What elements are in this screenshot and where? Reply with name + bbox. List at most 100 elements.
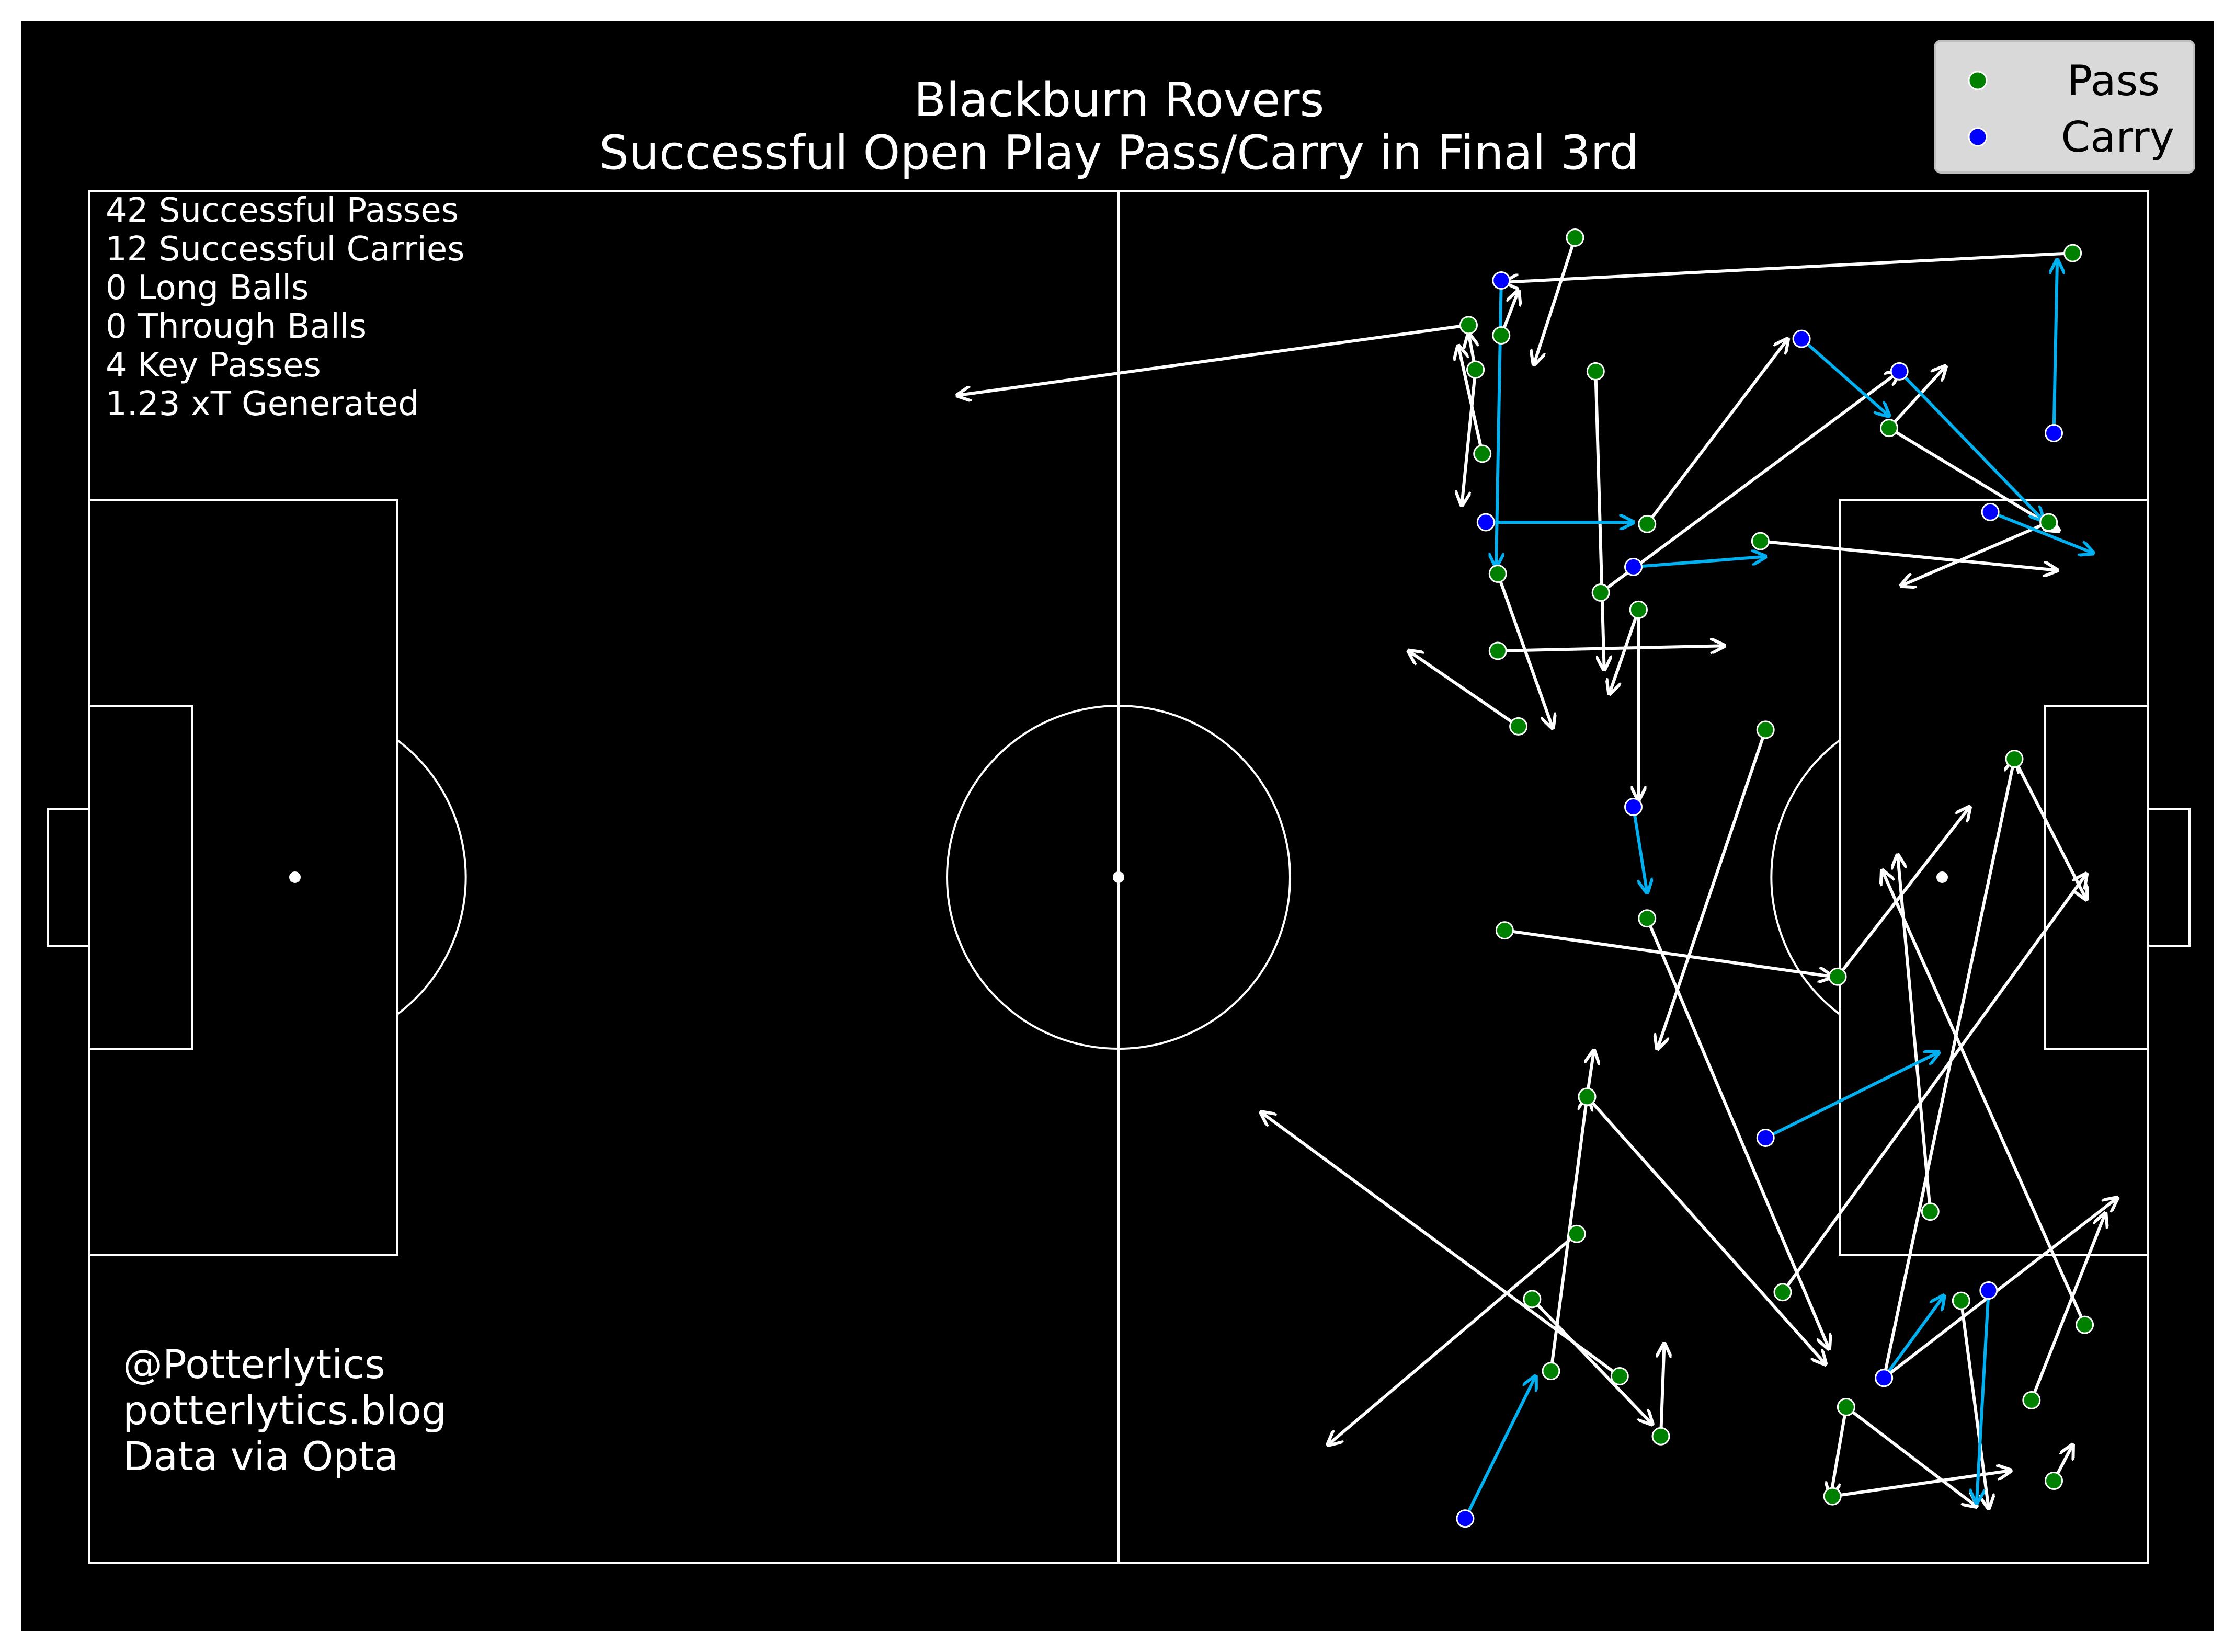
pass-marker-42 [2045,1472,2063,1490]
pass-arrow-2 [1504,251,2073,282]
pass-marker-14 [1751,532,1770,550]
carry-marker-5 [1890,362,1909,381]
legend-pass-marker [1968,71,1988,90]
carry-arrow-3 [1633,557,1766,569]
pass-marker-5 [1473,444,1492,463]
carry-marker-1 [1492,271,1511,290]
pass-arrow-24 [2013,758,2086,900]
pass-marker-24 [2005,750,2024,768]
carry-arrow-7 [2054,260,2058,433]
credit-source: Data via Opta [123,1433,398,1479]
credits-block: @Potterlytics potterlytics.blog Data via… [123,1341,447,1479]
pass-arrow-15 [1888,366,1945,429]
pass-marker-25 [1921,1202,1940,1221]
legend-carry-marker [1968,127,1988,147]
pass-arrow-21 [1504,928,1832,977]
pass-marker-7 [1492,326,1511,345]
stat-carries: 12 Successful Carries [106,230,465,269]
carry-marker-9 [1756,1129,1775,1148]
carry-marker-11 [1875,1369,1894,1387]
pass-arrow-13 [1600,371,1899,594]
pass-marker-23 [1638,909,1657,928]
pass-marker-40 [1952,1291,1970,1310]
pass-arrow-41 [2030,1213,2105,1401]
pass-arrow-22 [1836,807,1970,978]
pass-marker-11 [1509,717,1528,736]
center-circle [946,705,1291,1050]
pass-arrow-35 [1883,1198,2117,1380]
carry-marker-10 [1979,1281,1998,1300]
carry-marker-8 [1624,798,1643,817]
legend-carry-label: Carry [2061,113,2174,162]
left-goal [47,808,90,947]
pitch-chart: Blackburn Rovers Successful Open Play Pa… [47,40,2195,1564]
pass-arrow-5 [1458,346,1484,454]
carry-marker-2 [1476,513,1495,532]
stat-long-balls: 0 Long Balls [106,269,309,307]
pass-arrow-26 [1882,870,2086,1326]
pass-marker-3 [1459,316,1478,335]
pass-marker-19 [1629,600,1648,619]
pass-arrow-30 [1328,1232,1578,1444]
legend: Pass Carry [1934,40,2195,174]
right-penalty-spot [1936,871,1948,883]
carry-arrow-1 [1496,280,1501,567]
pass-arrow-14 [1760,540,2057,570]
legend-pass-label: Pass [2067,56,2160,105]
pass-arrow-33 [1261,1112,1621,1378]
pass-marker-2 [2063,244,2082,262]
pass-marker-32 [1542,1362,1560,1381]
center-spot [1113,871,1124,883]
chart-title: Blackburn Rovers [914,73,1325,128]
stat-passes: 42 Successful Passes [106,191,459,230]
pass-marker-33 [1610,1367,1629,1385]
left-penalty-box [88,499,398,1256]
pass-marker-10 [1488,641,1507,660]
pass-marker-39 [1823,1487,1842,1506]
pass-marker-22 [1828,967,1847,986]
pitch-markings [47,190,2191,1564]
stat-key-passes: 4 Key Passes [106,346,321,385]
pass-arrow-25 [1898,855,1932,1212]
pass-arrow-23 [1645,917,1829,1349]
carry-arrow-4 [1800,337,1889,416]
credit-handle: @Potterlytics [123,1341,385,1387]
pass-marker-1 [1566,228,1584,247]
pass-arrow-37 [1831,1407,1848,1497]
pass-marker-13 [1591,583,1610,602]
pass-marker-12 [1638,514,1657,533]
pass-arrow-31 [1531,1298,1652,1424]
stat-xt: 1.23 xT Generated [106,385,419,423]
carry-marker-3 [1624,557,1643,576]
pass-marker-9 [1488,564,1507,583]
pass-marker-20 [1756,720,1775,739]
pass-marker-30 [1567,1224,1586,1243]
chart-subtitle: Successful Open Play Pass/Carry in Final… [599,125,1639,180]
pass-arrow-12 [1646,339,1788,525]
pass-marker-29 [1578,1087,1597,1106]
pass-arrow-38 [1845,1406,1976,1507]
pass-arrow-29 [1586,1095,1826,1364]
carry-arrow-8 [1632,807,1647,893]
pass-arrow-6 [1462,369,1477,505]
right-six-yard-box [2044,705,2149,1050]
carry-arrow-6 [1989,510,2093,553]
pass-marker-27 [1773,1283,1792,1302]
carry-arrow-10 [1977,1290,1990,1503]
pass-arrow-8 [1594,371,1604,670]
pass-arrow-40 [1959,1300,1989,1508]
carry-marker-12 [1456,1509,1475,1528]
pass-arrow-16 [1888,427,2059,531]
stats-block: 42 Successful Passes 12 Successful Carri… [106,191,465,423]
left-penalty-spot [289,871,301,883]
pass-arrow-1 [1534,237,1577,365]
carry-arrow-12 [1464,1376,1536,1520]
stat-through-balls: 0 Through Balls [106,307,367,346]
pass-marker-26 [2076,1315,2094,1334]
pass-arrow-34 [1661,1344,1664,1437]
right-goal [2147,808,2191,947]
pass-marker-41 [2022,1391,2041,1409]
pass-marker-8 [1586,362,1605,381]
carry-arrow-11 [1883,1295,1944,1379]
pass-marker-21 [1495,921,1514,940]
